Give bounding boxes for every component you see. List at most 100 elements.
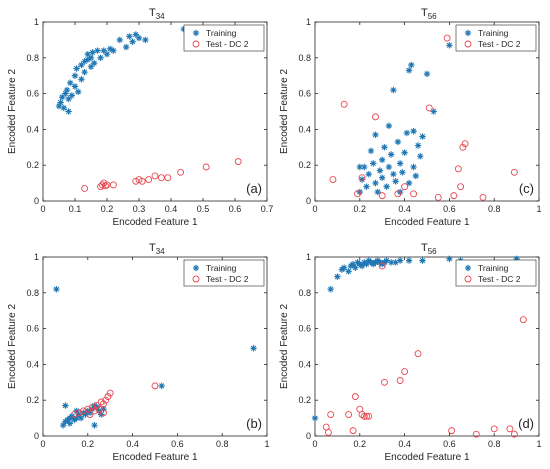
data-point <box>472 430 480 438</box>
data-point <box>62 402 69 409</box>
data-point <box>405 257 413 264</box>
data-point <box>401 183 409 191</box>
data-point <box>79 407 87 415</box>
data-point <box>103 51 111 58</box>
data-point <box>164 174 172 182</box>
data-point <box>135 34 143 42</box>
data-point <box>358 174 366 182</box>
x-tick-label: 0.2 <box>354 204 367 214</box>
data-point <box>461 140 469 148</box>
y-tick-label: 1 <box>306 17 311 27</box>
legend-label: Training <box>478 263 509 273</box>
y-tick-label: 0.2 <box>298 160 311 170</box>
y-tick-label: 0.6 <box>26 89 39 99</box>
data-point <box>138 177 146 185</box>
chart-title-base: T <box>421 242 428 254</box>
data-point <box>129 38 136 45</box>
legend-marker-circle <box>192 275 200 283</box>
data-point <box>380 378 388 386</box>
data-point <box>414 142 422 149</box>
data-point <box>387 259 395 266</box>
chart-panel-b: 0 0.2 0.4 0.6 0.8 1 0 0.2 0.4 0.6 0.8 1 Encoded Feat… <box>7 242 270 463</box>
data-point <box>116 36 123 44</box>
data-point <box>381 144 388 151</box>
data-point <box>379 156 386 164</box>
legend-label: Test - DC 2 <box>478 274 521 284</box>
data-point <box>423 70 431 78</box>
data-point <box>365 412 373 420</box>
data-point <box>60 104 67 112</box>
y-axis-label: Encoded Feature 2 <box>279 304 290 389</box>
x-tick-label: 0.3 <box>133 204 146 214</box>
plot-area <box>42 256 268 437</box>
legend-marker-asterisk <box>192 264 200 272</box>
panel-label: (a) <box>246 181 262 196</box>
data-point <box>84 51 91 58</box>
data-point <box>360 412 368 420</box>
x-tick-label: 0.8 <box>216 439 229 449</box>
data-point <box>84 56 91 63</box>
data-point <box>354 190 362 198</box>
data-point <box>425 104 433 112</box>
data-point <box>334 273 341 280</box>
y-tick-label: 0.6 <box>298 324 311 334</box>
data-point <box>396 257 404 264</box>
data-point <box>62 90 69 97</box>
data-point <box>376 167 384 174</box>
data-point <box>385 163 393 171</box>
y-tick-label: 0.8 <box>298 288 311 298</box>
y-tick-label: 0.4 <box>298 359 311 369</box>
data-point <box>434 193 442 201</box>
x-tick-label: 1 <box>536 439 541 449</box>
chart-title-subscript: 34 <box>156 247 165 256</box>
data-point <box>385 122 393 130</box>
data-point <box>356 163 363 171</box>
data-point <box>340 264 348 271</box>
y-tick-label: 0.6 <box>26 324 39 334</box>
data-point <box>372 113 379 121</box>
data-point <box>57 99 64 106</box>
legend-label: Test - DC 2 <box>206 39 249 49</box>
plot-area <box>314 256 540 437</box>
data-point <box>363 412 370 420</box>
data-point <box>329 176 337 183</box>
data-point <box>250 345 257 352</box>
data-point <box>383 257 390 264</box>
data-point <box>358 176 366 183</box>
legend-marker-asterisk <box>464 29 472 37</box>
x-tick-label: 0.4 <box>398 204 411 214</box>
y-tick-label: 1 <box>34 252 39 262</box>
x-tick-label: 0.2 <box>82 439 95 449</box>
chart-title-subscript: 34 <box>156 12 165 21</box>
x-tick-label: 0.8 <box>488 439 501 449</box>
data-point <box>95 405 103 413</box>
data-point <box>365 170 372 178</box>
data-point <box>75 88 82 96</box>
data-point <box>506 425 514 433</box>
data-point <box>401 149 408 156</box>
x-tick-label: 0.6 <box>443 204 456 214</box>
data-point <box>97 398 105 406</box>
data-point <box>399 169 406 176</box>
x-tick-label: 0 <box>40 439 45 449</box>
data-point <box>363 260 370 268</box>
y-tick-label: 0 <box>34 196 39 206</box>
data-point <box>349 427 357 435</box>
data-point <box>327 286 334 293</box>
chart-title-subscript: 56 <box>428 12 437 21</box>
series-test-dc2 <box>322 262 527 438</box>
data-point <box>102 396 110 404</box>
data-point <box>401 368 409 376</box>
data-point <box>234 158 242 166</box>
data-point <box>100 400 107 408</box>
data-point <box>311 414 319 422</box>
data-point <box>408 61 415 69</box>
data-point <box>66 420 74 427</box>
panel-label: (c) <box>519 181 534 196</box>
data-point <box>454 165 462 173</box>
data-point <box>65 108 72 115</box>
data-point <box>65 95 72 103</box>
